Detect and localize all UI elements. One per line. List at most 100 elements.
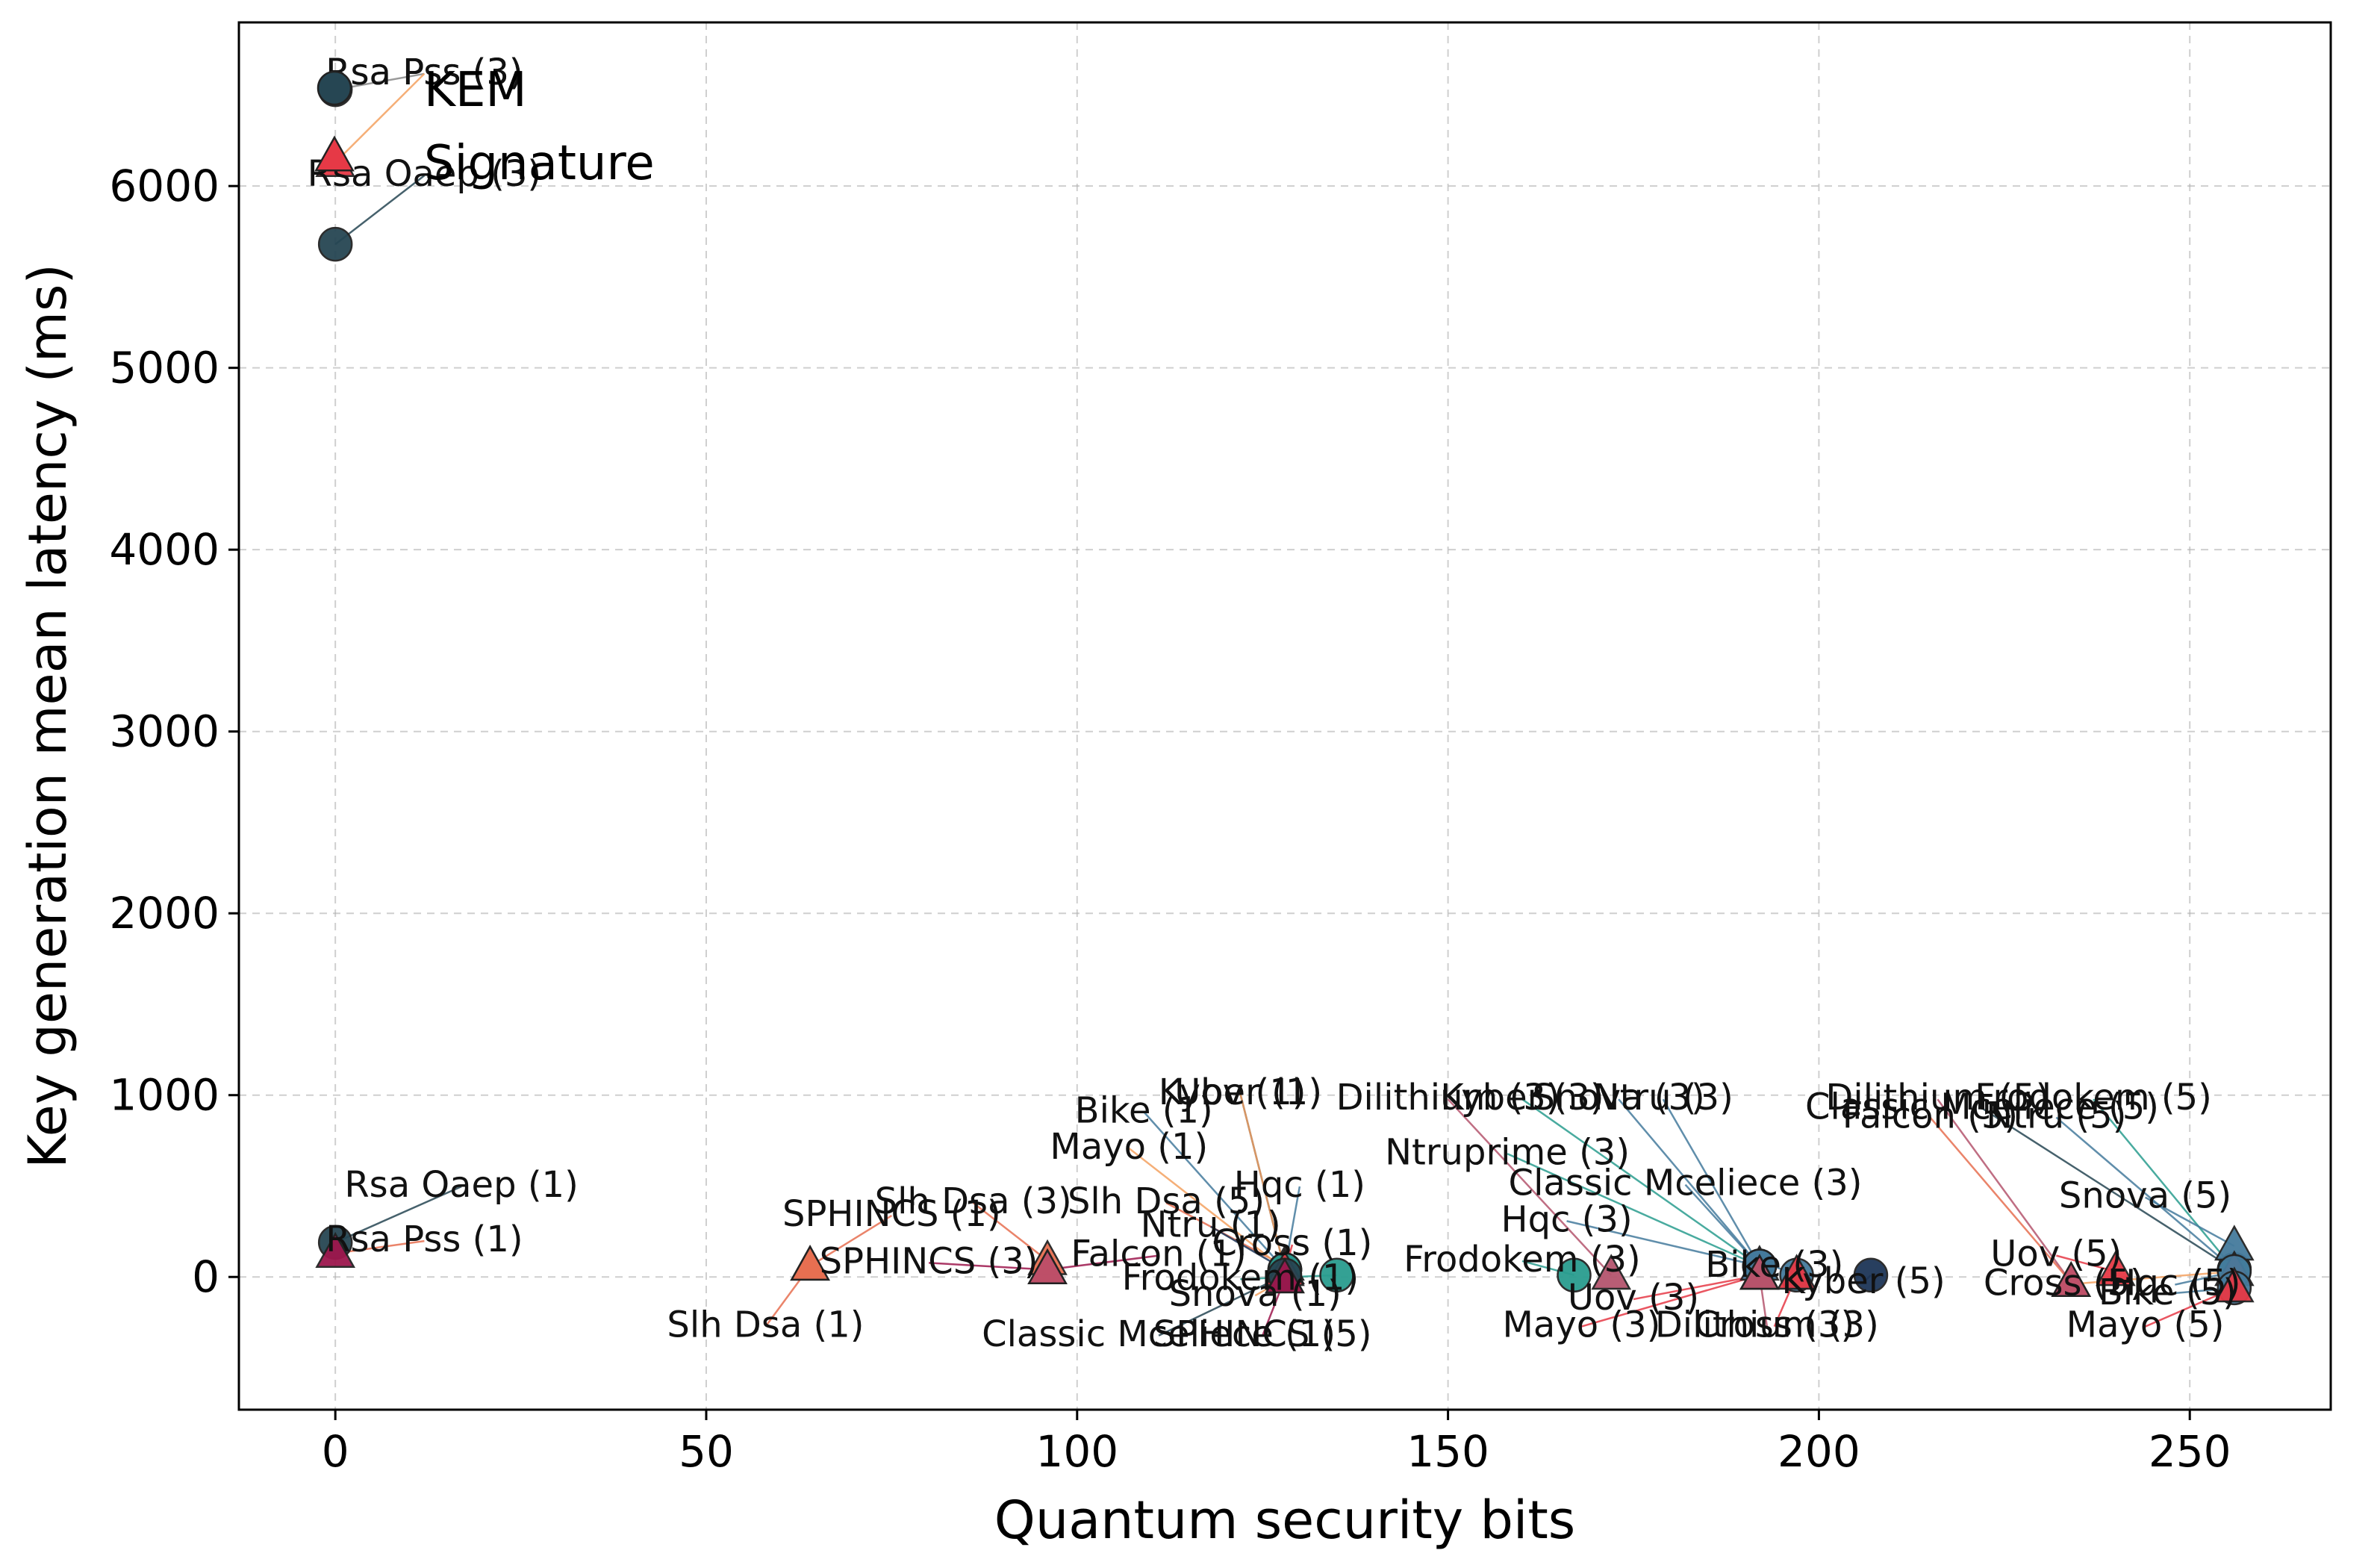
- point-label: Classic Mceliece (3): [1509, 1163, 1863, 1204]
- point-label: Mayo (5): [2066, 1304, 2225, 1346]
- connector-line: [928, 1262, 1048, 1271]
- point-label: Frodokem (3): [1404, 1239, 1641, 1281]
- point-label: Rsa Pss (3): [325, 52, 523, 93]
- point-label: Classic Mceliece (5): [1805, 1086, 2159, 1127]
- connector-line: [1662, 1098, 1760, 1267]
- point-label: Frodokem (1): [1122, 1257, 1359, 1298]
- signature-point: [1739, 1254, 1780, 1290]
- point-label: Dilithium (3): [1655, 1304, 1879, 1346]
- signature-point: [2096, 1250, 2136, 1286]
- y-axis-title: Key generation mean latency (ms): [17, 264, 78, 1169]
- kem-point: [317, 226, 353, 262]
- point-label: Slh Dsa (1): [667, 1304, 864, 1346]
- legend-signature-label: Signature: [424, 136, 655, 191]
- x-tick-label: 50: [679, 1426, 734, 1477]
- signature-point: [1776, 1254, 1817, 1290]
- connector-line: [2055, 1116, 2235, 1271]
- connector-line: [1929, 1116, 2072, 1283]
- connector-line: [1981, 1107, 2235, 1271]
- x-tick-label: 250: [2149, 1426, 2231, 1477]
- connector-line: [1633, 1274, 1760, 1301]
- y-tick-label: 5000: [109, 343, 219, 393]
- legend-kem-label: KEM: [424, 63, 527, 118]
- legend: KEM Signature: [314, 63, 655, 191]
- x-tick-label: 100: [1035, 1426, 1118, 1477]
- point-label: Mayo (3): [1503, 1304, 1661, 1346]
- y-tick-label: 1000: [109, 1070, 219, 1121]
- signature-point: [1591, 1254, 1632, 1290]
- connector-line: [1521, 1098, 1760, 1267]
- point-label: Cross (1): [1212, 1222, 1373, 1264]
- connector-line: [1684, 1183, 1760, 1267]
- point-label: Uov (1): [1174, 1071, 1306, 1113]
- point-label: Kyber (1): [1159, 1071, 1322, 1113]
- connector-line: [1047, 1254, 1159, 1271]
- point-label: Hqc (3): [1501, 1198, 1632, 1240]
- y-tick-label: 2000: [109, 888, 219, 939]
- point-label: Ntru (3): [1593, 1077, 1733, 1118]
- legend-kem-marker: [317, 70, 352, 106]
- legend-signature-marker: [314, 135, 355, 172]
- point-label: Ntru (5): [1986, 1095, 2126, 1137]
- x-axis-title: Quantum security bits: [994, 1490, 1576, 1551]
- point-label: Ntru (1): [1141, 1204, 1281, 1246]
- x-tick-label: 200: [1778, 1426, 1860, 1477]
- point-label: Mayo (1): [1050, 1126, 1208, 1168]
- point-label: Falcon (5): [1842, 1095, 2018, 1137]
- connector-line: [1937, 1098, 2072, 1283]
- data-markers: [315, 72, 2255, 1306]
- connector-line: [1581, 1274, 1760, 1328]
- point-label: Rsa Oaep (1): [344, 1164, 578, 1206]
- plot-frame: [237, 21, 2332, 1411]
- signature-point: [2051, 1260, 2092, 1297]
- signature-point: [790, 1245, 830, 1281]
- point-label: Snova (1): [1169, 1273, 1342, 1315]
- point-label: Kyber (5): [1781, 1260, 1945, 1302]
- point-label: Falcon (1): [1071, 1233, 1246, 1275]
- point-label: Bike (1): [1075, 1089, 1213, 1131]
- kem-point: [1557, 1257, 1592, 1293]
- point-label: Classic Mceliece (1): [982, 1313, 1336, 1355]
- point-label: Snova (5): [2059, 1175, 2231, 1217]
- connector-line: [2144, 1196, 2235, 1247]
- connector-line: [1566, 1220, 1760, 1267]
- point-label: Hqc (5): [2109, 1263, 2240, 1304]
- connector-line: [334, 72, 426, 164]
- y-tick-label: 6000: [109, 161, 219, 211]
- connector-line: [1239, 1093, 1286, 1270]
- connector-line: [1158, 1274, 1286, 1337]
- point-label: SPHINCS (5): [1153, 1313, 1372, 1355]
- point-label: Rsa Pss (1): [325, 1219, 523, 1260]
- y-tick-label: 3000: [109, 706, 219, 757]
- point-label: Cross (3): [1694, 1304, 1854, 1346]
- y-tick-label: 0: [192, 1251, 219, 1302]
- connector-line: [1507, 1153, 1760, 1267]
- point-label: SPHINCS (3): [820, 1240, 1038, 1282]
- connector-line: [1447, 1098, 1613, 1276]
- point-label: Kyber (3): [1440, 1077, 1604, 1118]
- point-label: Ntruprime (3): [1385, 1131, 1630, 1173]
- x-axis-ticks: 0 50 100 150 200 250: [322, 1410, 2231, 1477]
- point-labels: Rsa Pss (3)Rsa Pss (3)Rsa Oaep (3)Rsa Oa…: [308, 52, 2241, 1355]
- connector-line: [1618, 1098, 1760, 1267]
- connector-line: [334, 175, 426, 246]
- point-label: Cross (5): [1984, 1263, 2144, 1304]
- connector-line: [972, 1202, 1048, 1262]
- signature-point: [1265, 1257, 1305, 1294]
- point-label: Dilithium (3): [1336, 1077, 1560, 1118]
- connector-line: [2063, 1270, 2234, 1286]
- signature-point: [2214, 1266, 2255, 1303]
- point-label: Uov (3): [1568, 1277, 1699, 1319]
- x-tick-label: 0: [322, 1426, 349, 1477]
- point-label: Snova (3): [1532, 1077, 1704, 1118]
- point-label: Bike (3): [1705, 1244, 1843, 1286]
- point-label: Slh Dsa (5): [1068, 1180, 1265, 1222]
- y-tick-label: 4000: [109, 524, 219, 575]
- connector-line: [1143, 1111, 1286, 1271]
- point-label: Dilithium (5): [1825, 1077, 2049, 1118]
- signature-point: [1027, 1248, 1068, 1284]
- y-axis-ticks: 0 1000 2000 3000 4000 5000 6000: [109, 161, 239, 1302]
- connector-line: [334, 1185, 462, 1244]
